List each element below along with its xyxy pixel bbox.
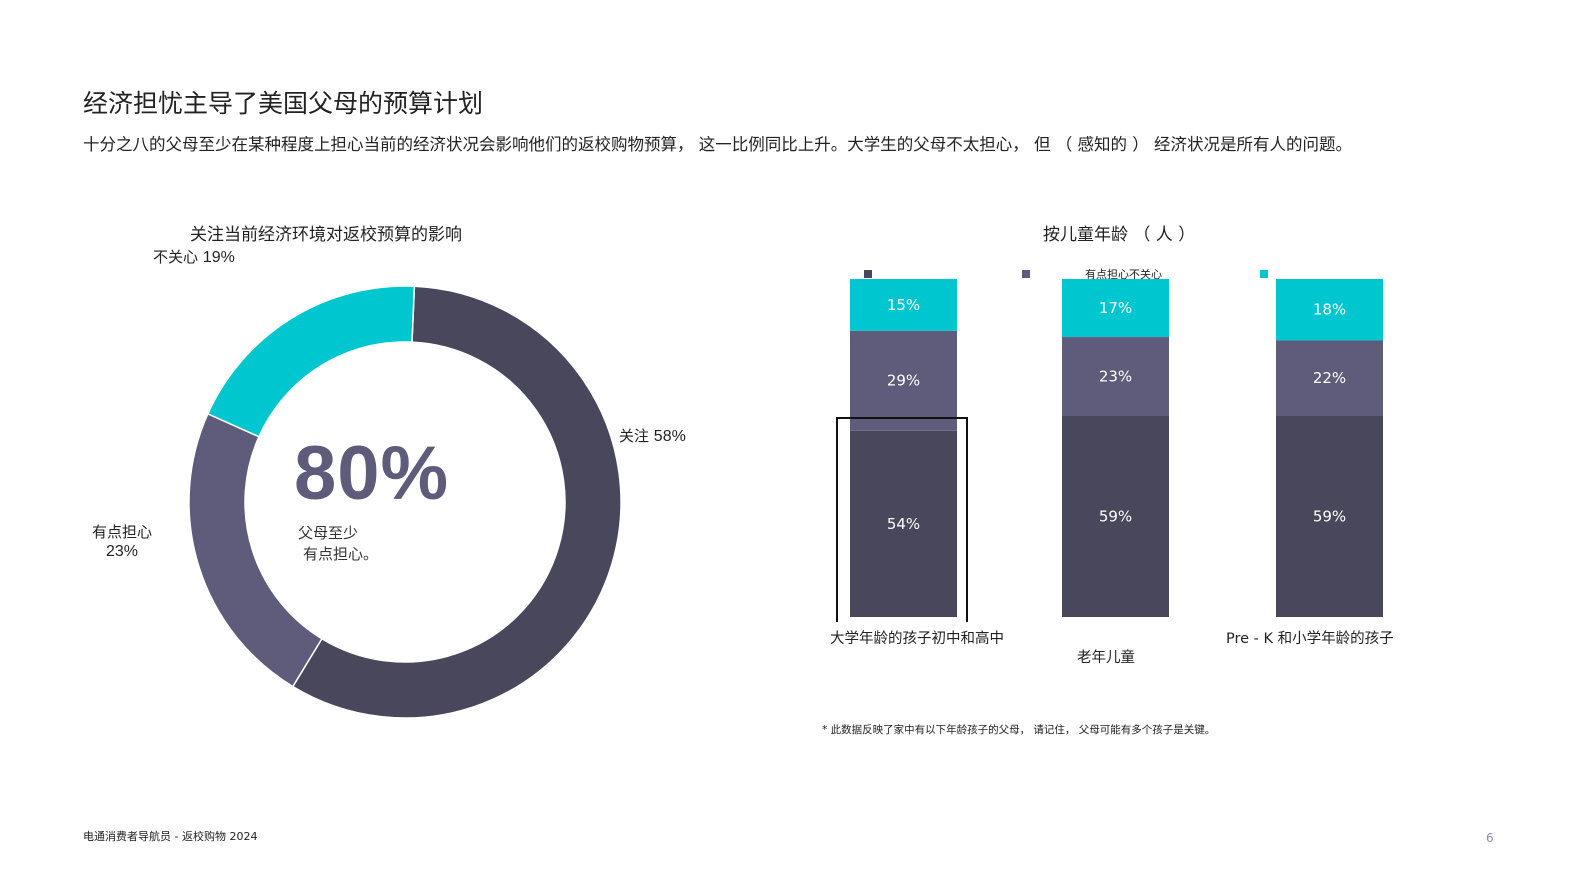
data-label: 23% — [105, 543, 139, 560]
bar-data-label: 59% — [1313, 507, 1346, 525]
donut-label-concerned: 关注 58% — [619, 425, 686, 446]
bar-segment-concerned — [1062, 415, 1169, 617]
legend-label: 不关心 — [153, 248, 199, 266]
x-axis-category-label: 老年儿童 — [1077, 650, 1135, 666]
bar-segment-not-concerned — [1062, 279, 1169, 338]
center-desc-line: 有点担心。 — [303, 545, 379, 563]
data-label: 19% — [202, 249, 235, 266]
footnote: * 此数据反映了家中有以下年龄孩子的父母， 请记住， 父母可能有多个孩子是关键。 — [822, 724, 1216, 736]
legend-label: 有点担心 — [92, 523, 153, 541]
bar-data-label: 23% — [1099, 367, 1132, 385]
donut-label-not-concerned: 不关心 19% — [153, 246, 235, 267]
donut-chart — [188, 285, 622, 719]
bar-segment-concerned — [850, 430, 957, 617]
legend-label: 有点担心不关心 — [1085, 267, 1162, 281]
donut-slice-concerned — [291, 285, 622, 719]
legend-marker — [1022, 270, 1030, 278]
bar-segment-not-concerned — [850, 279, 957, 331]
x-axis-category-label: 大学年龄的孩子初中和高中 — [830, 631, 1004, 647]
donut-chart-title: 关注当前经济环境对返校预算的影响 — [190, 225, 462, 245]
page-subtitle: 十分之八的父母至少在某种程度上担心当前的经济状况会影响他们的返校购物预算， 这一… — [83, 135, 1352, 154]
donut-center-description: 父母至少 有点担心。 — [298, 523, 378, 565]
footer-text: 电通消费者导航员 - 返校购物 2024 — [83, 830, 258, 843]
page-title: 经济担忧主导了美国父母的预算计划 — [83, 89, 484, 118]
bar-segment-somewhat — [1062, 337, 1169, 416]
donut-slice-not-concerned — [206, 285, 416, 438]
bar-data-label: 18% — [1313, 301, 1346, 319]
center-desc-line: 父母至少 — [298, 524, 359, 542]
data-label: 58% — [653, 428, 686, 445]
bar-segment-concerned — [1276, 415, 1383, 617]
bar-data-label: 15% — [887, 296, 920, 314]
bar-segment-somewhat — [1276, 340, 1383, 416]
bar-data-label: 54% — [887, 515, 920, 533]
legend-label: 关注 — [619, 427, 650, 445]
donut-label-somewhat: 有点担心 23% — [92, 522, 152, 562]
bar-data-label: 29% — [887, 372, 920, 390]
legend-marker — [1260, 270, 1268, 278]
bar-segment-somewhat — [850, 330, 957, 431]
bar-chart-title: 按儿童年龄 （ 人 ） — [1043, 225, 1196, 245]
bar-segment-not-concerned — [1276, 279, 1383, 341]
bar-data-label: 17% — [1099, 299, 1132, 317]
donut-center-value: 80% — [294, 431, 450, 516]
x-axis-category-label: Pre - K 和小学年龄的孩子 — [1226, 631, 1394, 647]
highlight-box — [836, 417, 968, 622]
stacked-bar-chart: 有点担心不关心 54% 29% 15% 59% 23% 17% 59% 22% 18% — [836, 267, 1383, 622]
bar-data-label: 22% — [1313, 369, 1346, 387]
bar-data-label: 59% — [1099, 507, 1132, 525]
legend-marker — [864, 270, 872, 278]
page-number: 6 — [1486, 831, 1494, 845]
